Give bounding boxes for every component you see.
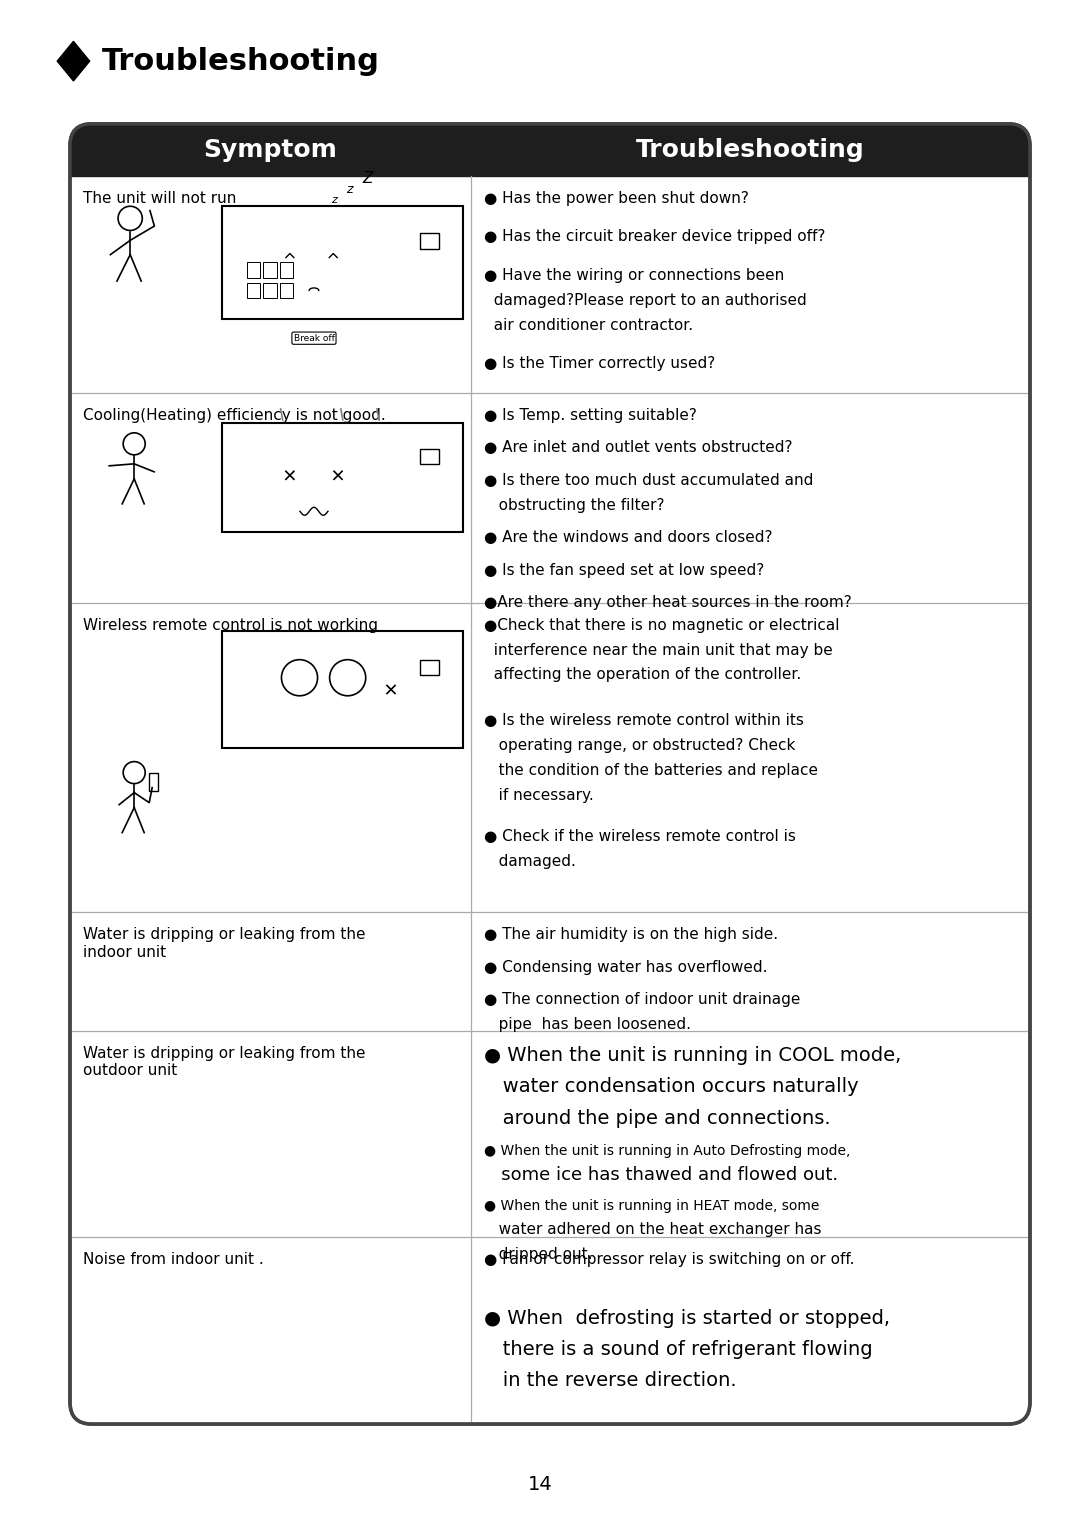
Text: damaged?Please report to an authorised: damaged?Please report to an authorised [484,293,807,307]
Text: ● When the unit is running in COOL mode,: ● When the unit is running in COOL mode, [484,1045,902,1065]
Text: ● Are inlet and outlet vents obstructed?: ● Are inlet and outlet vents obstructed? [484,440,793,455]
Text: obstructing the filter?: obstructing the filter? [484,498,665,513]
Text: ●Are there any other heat sources in the room?: ●Are there any other heat sources in the… [484,596,852,610]
Text: air conditioner contractor.: air conditioner contractor. [484,318,693,333]
Text: if necessary.: if necessary. [484,787,594,802]
Text: Troubleshooting: Troubleshooting [102,47,379,75]
Text: ● Has the power been shut down?: ● Has the power been shut down? [484,191,750,206]
Text: damaged.: damaged. [484,854,576,869]
Bar [264,263,276,278]
Text: pipe  has been loosened.: pipe has been loosened. [484,1018,691,1033]
Text: ● When the unit is running in Auto Defrosting mode,: ● When the unit is running in Auto Defro… [484,1143,851,1158]
Text: in the reverse direction.: in the reverse direction. [484,1372,737,1390]
Text: ● Condensing water has overflowed.: ● Condensing water has overflowed. [484,960,768,975]
Bar [222,206,463,319]
Text: interference near the main unit that may be: interference near the main unit that may… [484,643,833,657]
Bar [420,660,440,675]
Text: ● Have the wiring or connections been: ● Have the wiring or connections been [484,267,784,283]
Text: Water is dripping or leaking from the
outdoor unit: Water is dripping or leaking from the ou… [83,1045,365,1079]
Text: ● Are the windows and doors closed?: ● Are the windows and doors closed? [484,530,773,545]
Text: z: z [346,183,352,196]
Text: ● When the unit is running in HEAT mode, some: ● When the unit is running in HEAT mode,… [484,1199,820,1213]
Text: water adhered on the heat exchanger has: water adhered on the heat exchanger has [484,1222,822,1238]
Text: water condensation occurs naturally: water condensation occurs naturally [484,1077,859,1096]
Text: ● Is the wireless remote control within its: ● Is the wireless remote control within … [484,714,805,727]
Text: ● Is the Timer correctly used?: ● Is the Timer correctly used? [484,356,716,371]
Text: ● The air humidity is on the high side.: ● The air humidity is on the high side. [484,927,779,943]
Bar [149,773,158,790]
Bar [246,283,260,298]
Bar [264,283,276,298]
Text: ● Is the fan speed set at low speed?: ● Is the fan speed set at low speed? [484,562,765,578]
Text: ● Fan or compressor relay is switching on or off.: ● Fan or compressor relay is switching o… [484,1251,854,1267]
Text: Troubleshooting: Troubleshooting [636,138,865,162]
Text: the condition of the batteries and replace: the condition of the batteries and repla… [484,762,819,778]
Text: ● Check if the wireless remote control is: ● Check if the wireless remote control i… [484,830,796,843]
Bar [420,234,440,249]
FancyBboxPatch shape [70,124,1030,176]
Bar [222,631,463,749]
Text: Wireless remote control is not working: Wireless remote control is not working [83,617,378,633]
Text: around the pipe and connections.: around the pipe and connections. [484,1108,831,1128]
Text: operating range, or obstructed? Check: operating range, or obstructed? Check [484,738,796,753]
Bar [280,283,294,298]
Bar [70,150,1030,176]
Text: Noise from indoor unit .: Noise from indoor unit . [83,1251,264,1267]
Text: some ice has thawed and flowed out.: some ice has thawed and flowed out. [484,1166,838,1184]
Text: ● When  defrosting is started or stopped,: ● When defrosting is started or stopped, [484,1309,890,1328]
Polygon shape [57,41,90,81]
Text: The unit will not run: The unit will not run [83,191,237,206]
Text: dripped out.: dripped out. [484,1247,593,1262]
Text: 14: 14 [528,1475,552,1494]
Text: ● Is there too much dust accumulated and: ● Is there too much dust accumulated and [484,474,813,487]
Text: Symptom: Symptom [204,138,338,162]
Bar [246,263,260,278]
Bar [222,423,463,532]
FancyBboxPatch shape [70,124,1030,1424]
Text: Break off: Break off [294,333,335,342]
Text: ●Check that there is no magnetic or electrical: ●Check that there is no magnetic or elec… [484,617,840,633]
Text: Water is dripping or leaking from the
indoor unit: Water is dripping or leaking from the in… [83,927,365,960]
Text: ● Is Temp. setting suitable?: ● Is Temp. setting suitable? [484,408,698,423]
Text: Cooling(Heating) efficiency is not good.: Cooling(Heating) efficiency is not good. [83,408,386,423]
Bar [420,449,440,465]
Text: ● The connection of indoor unit drainage: ● The connection of indoor unit drainage [484,992,800,1007]
Text: z: z [330,194,337,205]
Text: ● Has the circuit breaker device tripped off?: ● Has the circuit breaker device tripped… [484,229,825,244]
Text: Z: Z [363,171,374,186]
Text: there is a sound of refrigerant flowing: there is a sound of refrigerant flowing [484,1340,873,1358]
Text: affecting the operation of the controller.: affecting the operation of the controlle… [484,668,801,683]
Bar [280,263,294,278]
